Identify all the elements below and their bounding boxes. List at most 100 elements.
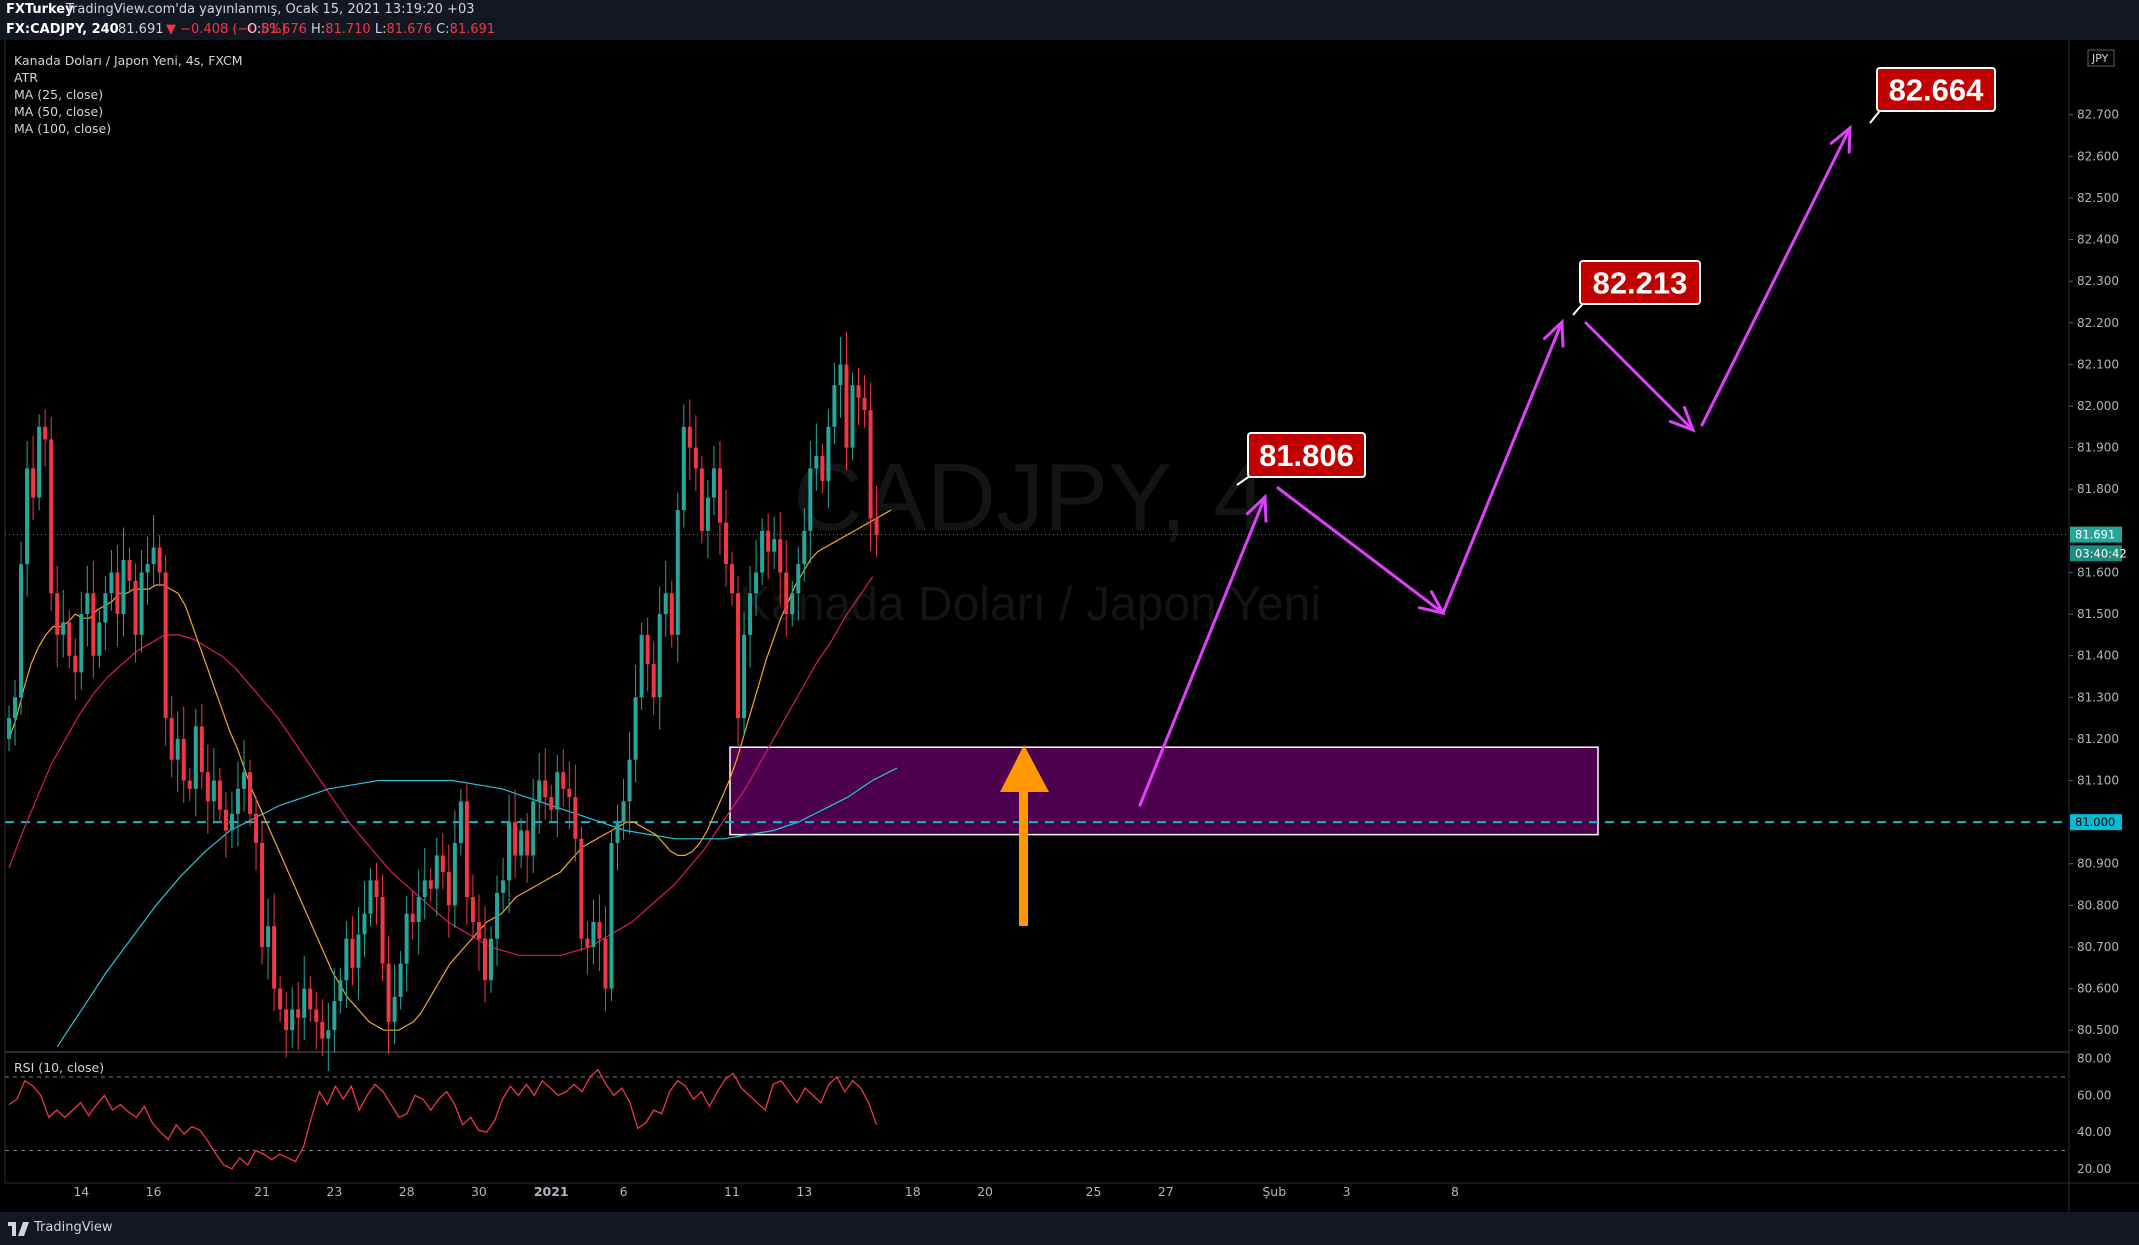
candle-body xyxy=(127,559,132,581)
author-name[interactable]: FXTurkey xyxy=(6,2,74,17)
o-value: 81.676 xyxy=(261,22,307,37)
chart-legend: Kanada Doları / Japon Yeni, 4s, FXCM ATR… xyxy=(14,52,243,137)
candle-body xyxy=(37,426,42,498)
rsi-tick-label: 40.00 xyxy=(2077,1125,2111,1139)
candle-body xyxy=(868,410,873,519)
candle-body xyxy=(386,963,391,1022)
candle-body xyxy=(416,897,421,923)
price-tick-label: 81.100 xyxy=(2077,774,2119,788)
candle-body xyxy=(241,772,246,789)
candle-body xyxy=(603,938,608,989)
candle-body xyxy=(784,572,789,615)
candle-body xyxy=(645,634,650,665)
target-label: 82.213 xyxy=(1593,266,1688,301)
currency-badge: JPY xyxy=(2091,52,2109,65)
date-tick-label: 8 xyxy=(1451,1184,1459,1199)
candle-body xyxy=(754,572,759,594)
header-bar-1: FXTurkey TradingView.com'da yayınlanmış,… xyxy=(0,0,2139,20)
candle-body xyxy=(193,726,198,789)
support-zone xyxy=(729,746,1599,836)
candle-body xyxy=(302,988,307,1018)
rsi-tick-label: 80.00 xyxy=(2077,1052,2111,1066)
o-label: O: xyxy=(247,22,262,37)
date-tick-label: 2021 xyxy=(534,1184,569,1199)
candle-body xyxy=(802,530,807,565)
candle-body xyxy=(549,797,554,810)
candle-body xyxy=(67,622,72,656)
price-tick-label: 82.500 xyxy=(2077,191,2119,205)
candle-body xyxy=(507,822,512,881)
candle-body xyxy=(296,1009,301,1018)
candle-body xyxy=(814,455,819,469)
candle-body xyxy=(531,801,536,856)
candle-body xyxy=(730,564,734,594)
currency-badge-bg xyxy=(2087,49,2115,67)
target-label-bg xyxy=(1247,432,1366,478)
candle-body xyxy=(434,855,439,889)
candle-body xyxy=(723,522,728,565)
tradingview-logo-icon[interactable] xyxy=(8,1222,30,1236)
candle-body xyxy=(254,813,259,843)
candle-body xyxy=(621,801,626,823)
candle-body xyxy=(314,1009,319,1022)
candle-body xyxy=(790,593,795,615)
candle-body xyxy=(639,634,644,698)
legend-ma100[interactable]: MA (100, close) xyxy=(14,121,112,136)
c-value: 81.691 xyxy=(449,22,496,37)
candle-body xyxy=(43,426,48,440)
legend-ma50[interactable]: MA (50, close) xyxy=(14,104,104,119)
price-tick-label: 80.600 xyxy=(2077,982,2119,996)
candle-body xyxy=(615,822,620,843)
candle-body xyxy=(260,842,265,947)
price-tick-label: 81.900 xyxy=(2077,441,2119,455)
candle-body xyxy=(513,822,518,856)
date-tick-label: 14 xyxy=(73,1184,89,1199)
current-price-badge-bg xyxy=(2070,526,2122,543)
publish-info: TradingView.com'da yayınlanmış, Ocak 15,… xyxy=(66,2,475,17)
target-label: 81.806 xyxy=(1259,438,1354,473)
candle-body xyxy=(13,697,18,719)
date-tick-label: 23 xyxy=(326,1184,342,1199)
date-tick-label: 18 xyxy=(905,1184,921,1199)
candle-body xyxy=(663,593,668,615)
price-change: ▼ −0.408 (−0.5%) xyxy=(166,22,287,37)
footer-brand[interactable]: TradingView xyxy=(34,1220,113,1235)
candle-body xyxy=(778,539,783,573)
candle-body xyxy=(832,385,837,427)
last-price: 81.691 xyxy=(118,22,164,37)
candle-body xyxy=(464,801,469,898)
candle-body xyxy=(585,938,590,947)
target-label-bg xyxy=(1579,260,1701,305)
candle-body xyxy=(681,426,686,511)
candle-body xyxy=(470,897,475,923)
candle-body xyxy=(25,468,30,565)
candle-body xyxy=(91,593,96,656)
price-tick-label: 82.300 xyxy=(2077,274,2119,288)
candle-body xyxy=(458,801,463,843)
candle-body xyxy=(440,855,445,873)
candle-body xyxy=(675,510,680,635)
rsi-legend[interactable]: RSI (10, close) xyxy=(14,1060,105,1075)
projection-head-1 xyxy=(1245,493,1268,523)
candle-body xyxy=(766,530,771,552)
date-tick-label: 25 xyxy=(1086,1184,1102,1199)
l-value: 81.676 xyxy=(386,22,432,37)
countdown-badge: 03:40:42 xyxy=(2075,546,2127,560)
countdown-badge-bg xyxy=(2070,545,2122,562)
candle-body xyxy=(482,938,487,981)
candle-body xyxy=(103,593,108,623)
candle-body xyxy=(133,580,138,635)
candle-body xyxy=(85,593,90,615)
legend-atr[interactable]: ATR xyxy=(14,70,38,85)
candle-body xyxy=(609,842,614,989)
price-tick-label: 81.300 xyxy=(2077,690,2119,704)
candle-body xyxy=(597,922,602,939)
legend-ma25[interactable]: MA (25, close) xyxy=(14,87,104,102)
candle-body xyxy=(398,963,403,997)
projection-leg-2 xyxy=(1276,486,1445,615)
projection-head-5 xyxy=(1829,124,1852,154)
h-label: H: xyxy=(311,22,326,37)
candle-body xyxy=(151,547,156,565)
projection-leg-1 xyxy=(1138,495,1267,807)
